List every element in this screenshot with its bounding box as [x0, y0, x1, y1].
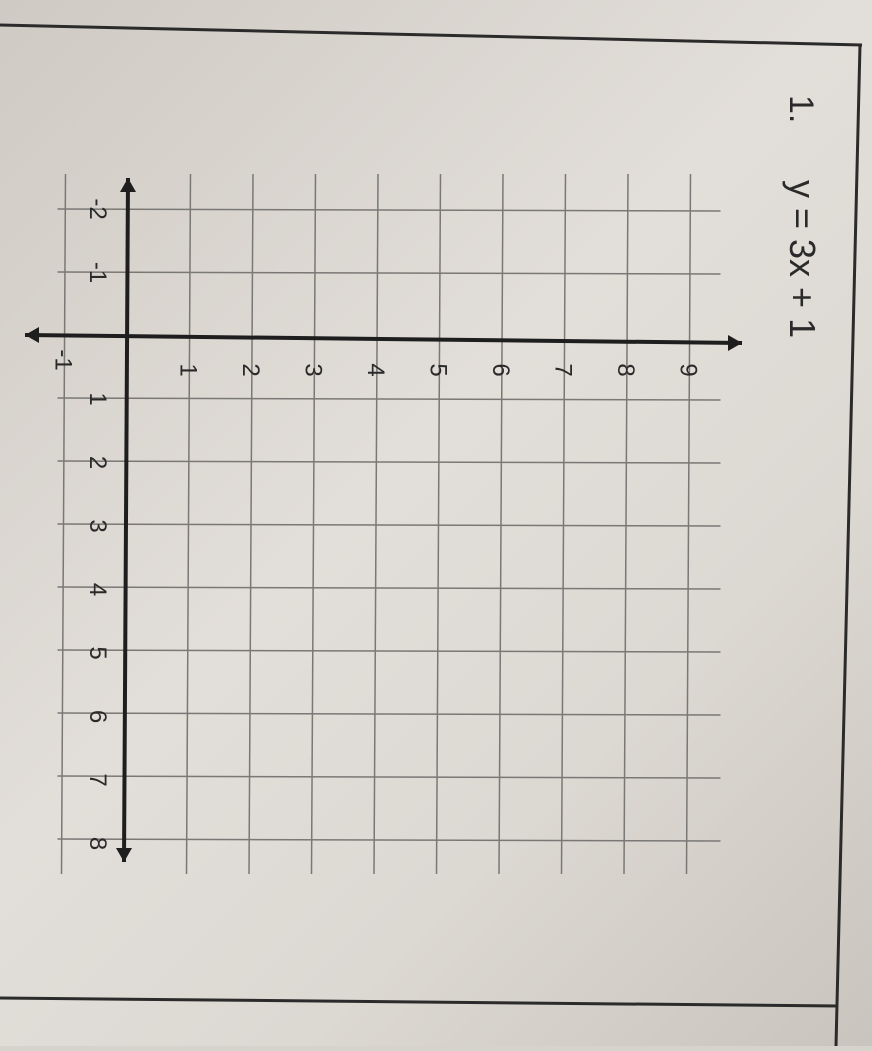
gridline-y: [435, 173, 442, 875]
gridline-y: [373, 173, 379, 875]
x-tick-label: 5: [84, 646, 111, 659]
gridline-x: [57, 838, 721, 842]
x-tick-label: -1: [84, 262, 111, 283]
y-tick-label: 3: [300, 363, 327, 376]
gridline-y: [185, 173, 192, 875]
y-tick-label: 7: [550, 363, 577, 376]
y-tick-label: 8: [612, 363, 639, 376]
gridline-y: [248, 173, 254, 875]
y-axis-arrow-negative: [25, 327, 39, 343]
x-tick-label: 1: [84, 392, 111, 405]
gridline-x: [57, 775, 721, 779]
x-tick-label: 8: [84, 837, 111, 850]
gridline-y: [310, 173, 317, 875]
gridline-y: [623, 173, 629, 875]
equation: y = 3x + 1: [782, 180, 823, 338]
gridline-x: [57, 271, 721, 275]
gridline-x: [57, 712, 721, 716]
y-tick-label-negative: -1: [50, 349, 77, 370]
gridline-x: [57, 397, 721, 401]
x-tick-label: 7: [84, 773, 111, 786]
x-tick-label: 2: [84, 456, 111, 469]
y-axis-arrow: [728, 335, 742, 351]
y-tick-label: 4: [362, 363, 389, 376]
border-top: [0, 23, 863, 47]
y-tick-label: 1: [175, 363, 202, 376]
y-axis: [24, 333, 743, 345]
gridline-x: [57, 523, 721, 527]
gridline-x: [57, 208, 721, 212]
y-tick-label: 9: [675, 363, 702, 376]
x-tick-label: 4: [84, 583, 111, 596]
x-tick-label: -2: [84, 198, 111, 219]
gridline-y: [498, 173, 504, 875]
gridline-x: [57, 586, 721, 590]
border-right: [834, 44, 862, 1047]
problem-number: 1.: [782, 95, 820, 123]
x-axis-arrow: [116, 848, 132, 862]
x-axis: [122, 177, 130, 863]
gridline-y: [60, 173, 67, 875]
gridline-y: [560, 173, 567, 875]
gridline-y: [685, 173, 692, 875]
border-bottom: [0, 996, 839, 1008]
y-tick-label: 6: [487, 363, 514, 376]
gridline-x: [57, 460, 721, 464]
x-axis-arrow-negative: [120, 178, 136, 192]
gridline-x: [57, 649, 721, 653]
y-tick-label: 2: [237, 363, 264, 376]
x-tick-label: 6: [84, 710, 111, 723]
y-tick-label: 5: [425, 363, 452, 376]
x-tick-label: 3: [84, 519, 111, 532]
